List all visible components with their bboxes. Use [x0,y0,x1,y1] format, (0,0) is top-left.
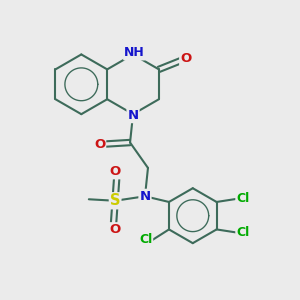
Text: S: S [110,193,120,208]
Text: O: O [110,165,121,178]
Text: NH: NH [124,46,145,59]
Text: N: N [128,109,139,122]
Text: Cl: Cl [236,226,249,239]
Text: O: O [180,52,191,65]
Text: N: N [140,190,151,203]
Text: Cl: Cl [140,233,153,246]
Text: O: O [110,223,121,236]
Text: Cl: Cl [236,193,249,206]
Text: O: O [94,137,105,151]
